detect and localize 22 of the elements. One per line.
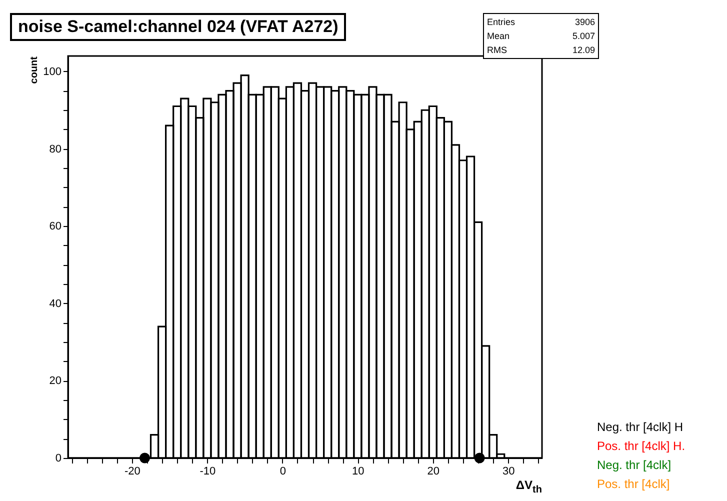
y-tick-label: 80 (49, 143, 62, 156)
x-tick-label: -10 (200, 466, 216, 478)
y-tick-label: 20 (49, 375, 62, 388)
y-tick-label: 60 (49, 220, 62, 233)
text: Neg. thr [4clk] H (597, 419, 684, 436)
y-tick-label: 0 (55, 452, 62, 464)
x-tick-label: 0 (280, 466, 286, 478)
x-axis-title: ΔV$_{th}$ (516, 478, 542, 496)
y-tick-label: 100 (43, 66, 62, 78)
text: RMS 12.09 (487, 45, 595, 55)
text: Mean 5.007 (487, 31, 595, 41)
y-tick-label: 40 (49, 298, 62, 310)
x-tick-label: 10 (352, 466, 364, 478)
x-tick-label: 30 (502, 466, 515, 478)
y-axis-title: count (29, 56, 40, 84)
text: Pos. thr [4clk] H. (597, 438, 686, 455)
chart-title: noise S-camel:channel 024 (VFAT A272) (10, 13, 346, 41)
text: Pos. thr [4clk] (597, 476, 671, 493)
text: Neg. thr [4clk] (597, 457, 672, 474)
text: Entries 3906 (487, 17, 595, 27)
x-tick-label: -20 (124, 466, 140, 478)
x-tick-label: 20 (427, 466, 440, 478)
